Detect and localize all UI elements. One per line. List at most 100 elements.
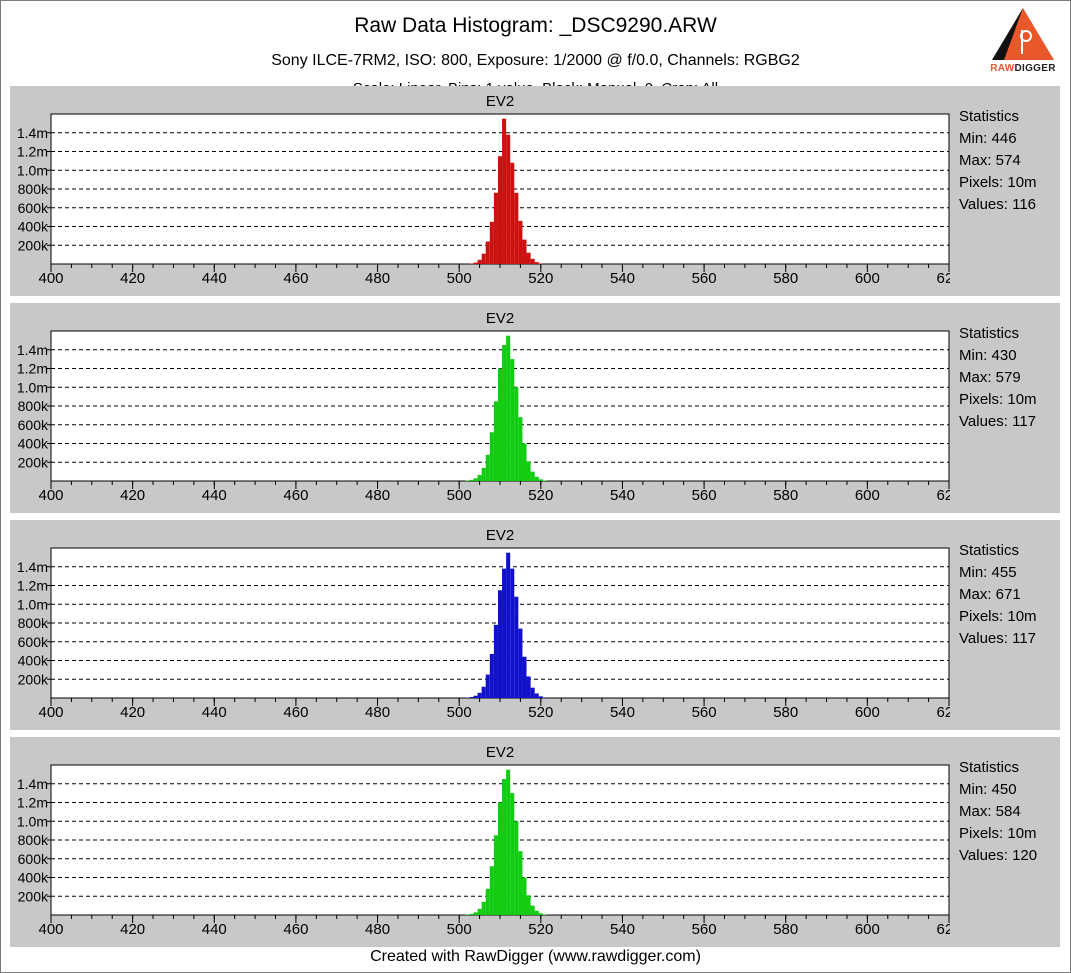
histogram-bar [493,624,498,698]
histogram-title: EV2 [486,527,514,544]
x-tick-label: 600 [855,487,880,504]
histogram-title: EV2 [486,93,514,110]
histogram-bar [473,478,478,481]
rawdigger-logo-icon [992,8,1054,60]
logo-wordmark: RAWDIGGER [990,63,1056,74]
histogram-bar [506,552,511,698]
x-tick-label: 480 [365,487,390,504]
histogram-bar [485,241,490,264]
histogram-bar [473,912,478,915]
x-tick-label: 460 [283,270,308,287]
histogram-bar [493,192,498,264]
x-tick-label: 420 [120,487,145,504]
histogram-bar [497,368,503,481]
histogram-bar [506,335,511,481]
histogram-bar [510,793,515,915]
statistics-min: Min: 430 [959,347,1017,364]
y-tick-label: 1.4m [17,125,48,141]
statistics-min: Min: 446 [959,130,1017,147]
histogram-bar [518,417,523,481]
histogram-bar [514,596,519,698]
histogram-bar [522,656,527,698]
histogram-bar [530,905,535,915]
histogram-bar [514,387,519,481]
x-tick-label: 580 [773,921,798,938]
x-tick-label: 620 [936,921,950,938]
histogram-bar [497,156,503,264]
statistics-pixels: Pixels: 10m [959,391,1037,408]
histogram-title: EV2 [486,744,514,761]
histogram-bar [497,590,503,698]
y-tick-label: 400k [18,653,49,669]
statistics-min: Min: 450 [959,781,1017,798]
x-tick-label: 460 [283,487,308,504]
y-tick-label: 400k [18,219,49,235]
x-tick-label: 500 [447,487,472,504]
x-tick-label: 520 [528,270,553,287]
x-tick-label: 480 [365,704,390,721]
histogram-bar [485,888,490,915]
histogram-bar [469,479,474,481]
statistics-values: Values: 117 [959,413,1036,430]
histogram-bar [502,118,507,264]
histogram-bar [542,480,547,481]
y-tick-label: 800k [18,615,49,631]
x-tick-label: 620 [936,270,950,287]
statistics-pixels: Pixels: 10m [959,608,1037,625]
x-tick-label: 420 [120,270,145,287]
statistics-heading: Statistics [959,325,1020,342]
x-tick-label: 480 [365,270,390,287]
histogram-bar [502,568,507,698]
y-tick-label: 400k [18,870,49,886]
histogram-plot-red: EV2 200k 400k 600k 800k 1.0m 1.2m 1.4m 400 420 440… [17,93,950,287]
statistics-values: Values: 120 [959,847,1038,864]
y-tick-label: 1.4m [17,559,48,575]
x-tick-label: 560 [692,487,717,504]
x-tick-label: 500 [447,921,472,938]
histogram-bar [477,474,482,481]
chart-subtitle: Sony ILCE-7RM2, ISO: 800, Exposure: 1/20… [271,52,800,69]
histogram-bar [526,895,531,915]
histogram-bar [538,479,543,481]
y-tick-label: 1.0m [17,813,48,829]
x-tick-label: 620 [936,487,950,504]
statistics-min: Min: 455 [959,564,1017,581]
histogram-bar [518,851,523,915]
histogram-bar [530,258,535,264]
histogram-bar [514,821,519,915]
statistics-max: Max: 584 [959,803,1021,820]
x-tick-label: 540 [610,487,635,504]
histogram-bar [489,653,494,698]
histogram-bar [542,697,547,698]
histogram-bar [497,802,503,915]
histogram-bar [489,432,494,481]
histogram-bar [538,263,543,264]
histogram-bar [530,687,535,698]
histogram-bar [481,901,486,915]
histogram-bar [489,866,494,915]
y-tick-label: 1.2m [17,795,48,811]
statistics-max: Max: 574 [959,152,1021,169]
logo-text-raw: RAW [990,63,1015,74]
histogram-bar [526,676,531,698]
y-tick-label: 200k [18,237,49,253]
y-tick-label: 200k [18,888,49,904]
x-tick-label: 600 [855,921,880,938]
x-tick-label: 620 [936,704,950,721]
histogram-bar [534,476,539,481]
histogram-bar [534,910,539,915]
x-tick-label: 560 [692,921,717,938]
statistics-max: Max: 579 [959,369,1021,386]
x-tick-label: 600 [855,270,880,287]
y-tick-label: 200k [18,454,49,470]
y-tick-label: 1.2m [17,578,48,594]
statistics-heading: Statistics [959,108,1020,125]
histogram-bar [493,401,498,481]
histogram-bar [510,568,515,698]
y-tick-label: 400k [18,436,49,452]
y-tick-label: 1.2m [17,361,48,377]
statistics-box-red: Statistics Min: 446 Max: 574 Pixels: 10m… [959,106,1059,216]
histogram-panel-green: EV2 200k 400k 600k 800k 1.0m 1.2m 1.4m 400 420 440… [10,303,1060,513]
y-tick-label: 600k [18,200,49,216]
histogram-title: EV2 [486,310,514,327]
